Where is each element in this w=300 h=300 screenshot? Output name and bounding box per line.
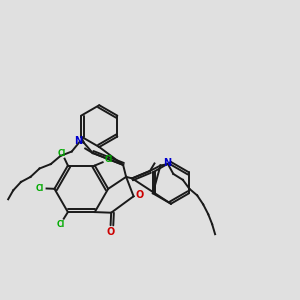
- Text: Cl: Cl: [58, 148, 66, 158]
- Text: O: O: [106, 227, 115, 237]
- Text: N: N: [74, 136, 82, 146]
- Text: O: O: [135, 190, 144, 200]
- Text: Cl: Cl: [56, 220, 64, 229]
- Text: Cl: Cl: [105, 155, 113, 164]
- Text: N: N: [163, 158, 171, 168]
- Text: Cl: Cl: [36, 184, 44, 193]
